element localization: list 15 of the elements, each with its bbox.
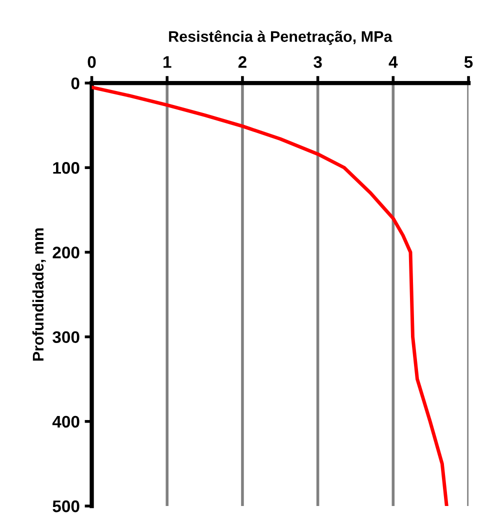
line-series	[92, 86, 448, 506]
x-axis-title: Resistência à Penetração, MPa	[169, 30, 392, 45]
x-tick-label: 4	[388, 56, 398, 68]
y-tick-label: 300	[52, 331, 80, 344]
y-tick-label: 200	[52, 246, 80, 258]
y-tick-label: 500	[52, 500, 80, 512]
y-tick-label: 100	[53, 162, 80, 174]
x-tick-label: 5	[464, 56, 473, 68]
x-tick-label: 2	[238, 56, 246, 68]
x-tick-label: 3	[314, 56, 322, 68]
y-tick-label: 400	[52, 416, 80, 428]
y-axis-title: Profundidade, mm	[32, 228, 46, 361]
y-tick-label: 0	[71, 77, 80, 90]
x-tick-label: 0	[88, 56, 96, 68]
x-tick-label: 1	[164, 56, 172, 68]
